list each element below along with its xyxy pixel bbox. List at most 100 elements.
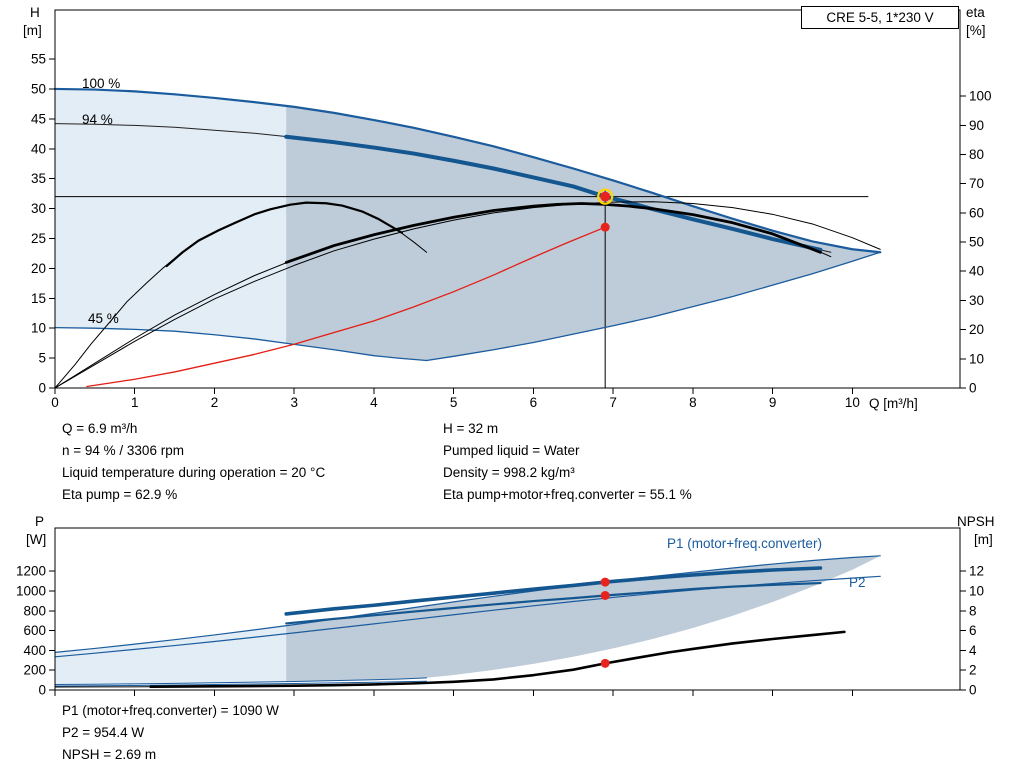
x-tick-label: 4: [370, 395, 378, 410]
power-range-dark: [286, 555, 881, 682]
speed-94-label: 94 %: [82, 112, 113, 127]
eta-curve-100pct: [54, 201, 881, 389]
y-right-tick-label: 2: [969, 663, 977, 678]
eta-pump-text: Eta pump = 62.9 %: [62, 487, 178, 502]
y-left-tick-label: 45: [31, 111, 46, 126]
y-left-tick-label: 0: [38, 381, 46, 396]
power-axis-title: P: [35, 514, 45, 529]
head-axis-title: H: [30, 5, 40, 20]
speed-100-label: 100 %: [82, 76, 121, 91]
x-tick-label: 0: [51, 395, 59, 410]
y-left-tick-label: 200: [23, 663, 46, 678]
eta-curve-94pct-bold: [284, 202, 822, 264]
y-right-tick-label: 0: [969, 381, 977, 396]
duty-head-text: H = 32 m: [443, 421, 499, 436]
density-text: Density = 998.2 kg/m³: [443, 465, 575, 480]
y-right-tick-label: 4: [969, 643, 977, 658]
head-axis-unit: [m]: [23, 23, 42, 38]
y-left-tick-label: 400: [23, 643, 46, 658]
y-left-tick-label: 35: [31, 171, 46, 186]
p1-curve-94pct-bold: [284, 566, 823, 616]
eta-total-curve-red: [86, 226, 606, 388]
x-tick-label: 7: [609, 395, 617, 410]
p2-curve-94pct-bold: [285, 581, 822, 625]
y-right-tick-label: 100: [969, 89, 992, 104]
y-left-tick-label: 30: [31, 201, 46, 216]
y-right-tick-label: 20: [969, 322, 984, 337]
y-right-tick-label: 10: [969, 351, 984, 366]
duty-point-eta-total: [600, 222, 610, 232]
power-envelope-light: [55, 555, 881, 685]
npsh-value-text: NPSH = 2.69 m: [62, 747, 157, 762]
duty-point-p1: [600, 577, 610, 587]
npsh-curve-bold: [149, 630, 846, 689]
eta-total-text: Eta pump+motor+freq.converter = 55.1 %: [443, 487, 692, 502]
y-left-tick-label: 5: [38, 351, 46, 366]
operating-range-dark: [286, 105, 881, 361]
duty-point-qh: [600, 191, 611, 202]
y-left-tick-label: 25: [31, 231, 46, 246]
eta-axis-unit: [%]: [966, 23, 986, 38]
x-tick-label: 9: [769, 395, 777, 410]
p2-curve-label: P2: [849, 575, 866, 590]
speed-envelope-light: [55, 88, 881, 361]
y-left-tick-label: 55: [31, 52, 46, 67]
y-right-tick-label: 90: [969, 118, 984, 133]
envelope-min-boundary: [425, 251, 881, 362]
y-right-tick-label: 8: [969, 603, 977, 618]
p1-value-text: P1 (motor+freq.converter) = 1090 W: [62, 703, 279, 718]
y-right-tick-label: 80: [969, 147, 984, 162]
x-tick-label: 8: [689, 395, 697, 410]
y-right-tick-label: 6: [969, 623, 977, 638]
liquid-temp-text: Liquid temperature during operation = 20…: [62, 465, 326, 480]
p2-curve-45pct: [54, 680, 428, 687]
x-tick-label: 10: [845, 395, 860, 410]
p1-curve-label: P1 (motor+freq.converter): [667, 536, 822, 551]
y-right-tick-label: 70: [969, 176, 984, 191]
y-right-tick-label: 12: [969, 564, 984, 579]
y-right-tick-label: 30: [969, 293, 984, 308]
eta-axis-title: eta: [966, 5, 985, 20]
p1-curve-45pct: [54, 677, 428, 686]
flow-axis-title: Q [m³/h]: [869, 396, 918, 411]
power-axis-unit: [W]: [26, 532, 47, 547]
h-curve-94pct-bold: [284, 134, 823, 252]
x-tick-label: 2: [211, 395, 219, 410]
y-right-tick-label: 50: [969, 235, 984, 250]
npsh-axis-title: NPSH: [957, 514, 995, 529]
duty-point-qh-ring: [597, 188, 614, 205]
x-tick-label: 1: [131, 395, 139, 410]
h-curve-45pct: [54, 326, 428, 362]
h-curve-100pct: [53, 87, 882, 254]
x-tick-label: 6: [530, 395, 538, 410]
power-plot-frame: [54, 527, 961, 691]
y-right-tick-label: 60: [969, 205, 984, 220]
duty-point-p2: [600, 590, 610, 600]
y-left-tick-label: 0: [38, 683, 46, 698]
x-tick-label: 5: [450, 395, 458, 410]
speed-45-label: 45 %: [88, 311, 119, 326]
y-right-tick-label: 10: [969, 583, 984, 598]
y-left-tick-label: 1000: [16, 583, 46, 598]
y-right-tick-label: 40: [969, 264, 984, 279]
y-left-tick-label: 800: [23, 603, 46, 618]
x-tick-label: 3: [290, 395, 298, 410]
duty-speed-text: n = 94 % / 3306 rpm: [62, 443, 184, 458]
y-left-tick-label: 1200: [16, 564, 46, 579]
y-left-tick-label: 10: [31, 321, 46, 336]
pumped-liquid-text: Pumped liquid = Water: [443, 443, 580, 458]
duty-point-npsh: [600, 658, 610, 668]
y-left-tick-label: 40: [31, 141, 46, 156]
pump-model-legend: CRE 5-5, 1*230 V: [801, 6, 959, 29]
p1-curve-100pct: [54, 555, 881, 653]
npsh-axis-unit: [m]: [974, 532, 993, 547]
p2-value-text: P2 = 954.4 W: [62, 725, 145, 740]
y-left-tick-label: 15: [31, 291, 46, 306]
y-left-tick-label: 600: [23, 623, 46, 638]
eta-curve-45pct-bold: [165, 201, 403, 268]
y-left-tick-label: 50: [31, 81, 46, 96]
qh-plot-frame: [54, 9, 961, 389]
duty-flow-text: Q = 6.9 m³/h: [62, 421, 138, 436]
